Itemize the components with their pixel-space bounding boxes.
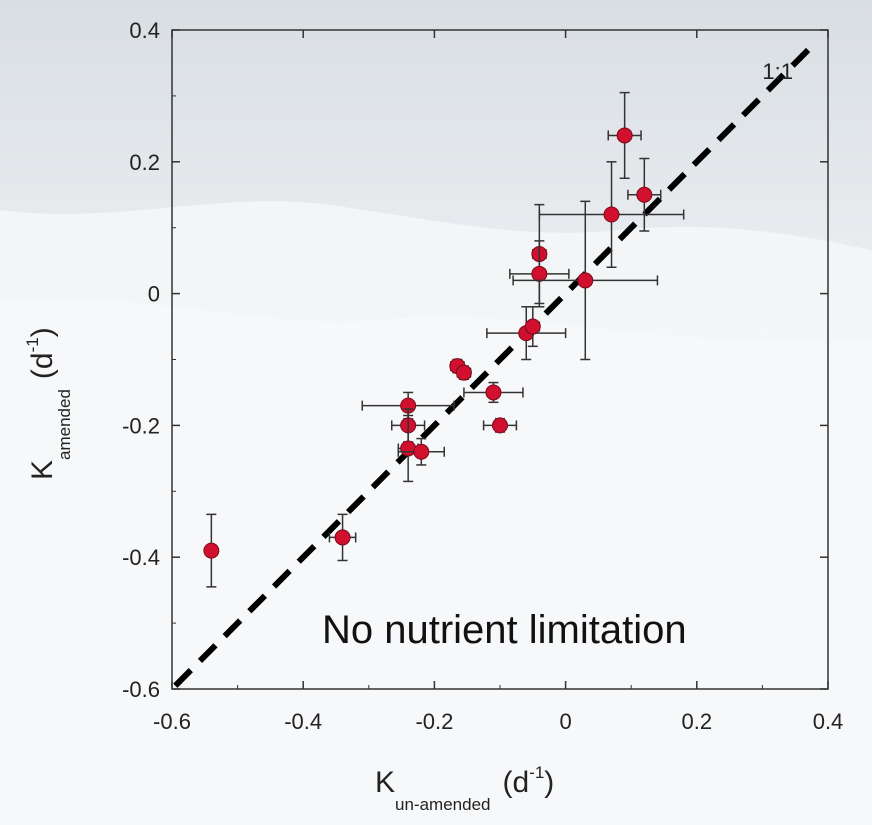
- point-marker: [492, 417, 508, 434]
- y-axis-label-unit: (d: [26, 352, 59, 379]
- point-marker: [524, 318, 541, 335]
- y-tick-label: -0.2: [122, 413, 160, 438]
- one-to-one-label: 1:1: [762, 59, 793, 84]
- x-tick-label: -0.6: [153, 709, 191, 734]
- data-point: [512, 200, 659, 361]
- point-marker: [485, 384, 502, 401]
- x-axis-label-close: ): [544, 766, 554, 799]
- point-marker: [577, 272, 594, 289]
- y-tick-label: 0.4: [129, 18, 160, 43]
- data-point: [397, 437, 445, 466]
- data-point: [463, 381, 524, 404]
- data-point: [627, 157, 662, 232]
- x-tick-label: -0.4: [284, 709, 322, 734]
- data-point: [203, 513, 220, 588]
- point-marker: [203, 542, 220, 559]
- y-axis-label-main: K: [26, 460, 59, 480]
- y-tick-label: 0: [148, 282, 160, 307]
- y-axis-label-sub: amended: [55, 389, 74, 460]
- x-tick-label: -0.2: [415, 709, 453, 734]
- data-point: [538, 161, 685, 268]
- x-axis-label: Kun-amended (d-1): [375, 763, 554, 814]
- data-point: [328, 513, 357, 562]
- data-point: [607, 91, 642, 180]
- point-marker: [334, 529, 351, 546]
- y-tick-label: 0.2: [129, 150, 160, 175]
- point-marker: [455, 364, 472, 381]
- point-marker: [531, 265, 548, 282]
- x-tick-label: 0.4: [813, 709, 844, 734]
- x-axis-label-sub: un-amended: [395, 795, 490, 814]
- data-point: [524, 306, 541, 348]
- overlay-annotation: No nutrient limitation: [322, 608, 687, 652]
- data-point: [486, 306, 567, 361]
- x-axis-label-sup: -1: [529, 763, 544, 782]
- point-marker: [603, 206, 620, 223]
- x-tick-label: 0.2: [682, 709, 713, 734]
- y-axis-label: Kamended (d-1): [23, 327, 74, 480]
- y-axis-label-close: ): [26, 327, 59, 337]
- x-tick-label: 0: [559, 709, 571, 734]
- data-point: [482, 417, 518, 434]
- y-tick-label: -0.4: [122, 545, 160, 570]
- y-axis-label-sup: -1: [23, 337, 42, 352]
- point-marker: [400, 440, 417, 457]
- data-point: [509, 240, 570, 308]
- x-axis-label-unit: (d: [502, 766, 529, 799]
- one-to-one-line: [173, 47, 811, 688]
- point-marker: [636, 186, 653, 203]
- point-marker: [413, 443, 430, 460]
- data-point: [455, 364, 472, 381]
- y-tick-label: -0.6: [122, 677, 160, 702]
- x-axis-label-main: K: [375, 766, 395, 799]
- point-marker: [616, 127, 633, 144]
